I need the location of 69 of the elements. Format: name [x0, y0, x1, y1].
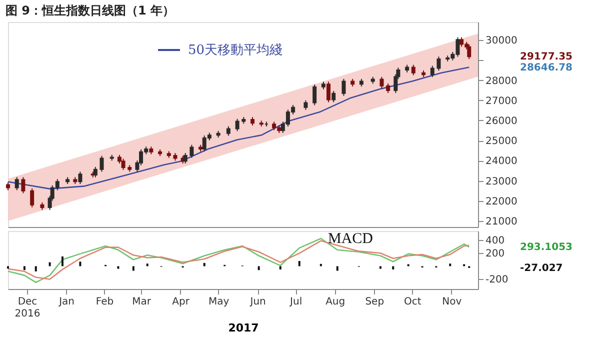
bar — [298, 260, 300, 266]
y-tick-label: 400 — [486, 236, 505, 247]
bar — [379, 266, 382, 269]
x-tick-label: Jun — [249, 296, 266, 308]
candlestick — [386, 83, 390, 94]
bar — [258, 266, 260, 270]
candlestick — [304, 100, 308, 110]
candlestick — [467, 44, 472, 60]
x-tick-label: Mar — [132, 296, 152, 308]
y-tick-label: 21000 — [486, 216, 518, 228]
candlestick — [342, 78, 346, 96]
bar — [132, 266, 134, 271]
x-tick-label: Sep — [365, 296, 384, 308]
bar — [23, 266, 26, 270]
y-tick-label: -200 — [486, 274, 508, 286]
bar — [79, 262, 82, 266]
bar — [48, 262, 51, 266]
legend-label: 50天移動平均綫 — [188, 43, 283, 58]
candlestick — [436, 56, 441, 72]
text: 28646.78 — [520, 62, 573, 74]
candlestick — [121, 158, 126, 170]
y-tick-label: 24000 — [486, 156, 518, 168]
x-tick-label: Nov — [442, 296, 462, 308]
y-tick-label: 30000 — [486, 36, 518, 47]
candlestick — [312, 84, 317, 106]
x-tick-label: Jan — [58, 296, 74, 308]
y-tick-label: 27000 — [486, 96, 518, 107]
bar — [117, 266, 120, 269]
candlestick — [235, 118, 240, 132]
y-tick-label: 23000 — [486, 176, 518, 188]
candlestick — [380, 76, 384, 89]
chart-title: MACD — [328, 231, 374, 247]
candlestick — [100, 155, 104, 172]
x-tick-label: Dec 2016 — [14, 296, 40, 320]
bar — [7, 266, 9, 269]
chart-title: 图 9：恒生指数日线图（1 年） — [6, 4, 175, 18]
y-tick-label: 26000 — [486, 116, 518, 127]
y-tick-label: 200 — [486, 248, 505, 260]
bar — [336, 266, 338, 271]
x-tick-label: Aug — [326, 296, 346, 308]
candlestick — [332, 90, 336, 103]
bar — [34, 266, 37, 272]
candlestick — [30, 188, 34, 208]
bar — [279, 266, 282, 270]
y-tick-label: 28000 — [486, 76, 518, 87]
x-tick-label: Oct — [404, 296, 422, 308]
candlestick — [326, 81, 331, 103]
bar — [61, 256, 64, 266]
x-tick-label: Jul — [289, 296, 302, 308]
text: 293.1053 — [520, 242, 573, 254]
candlestick — [14, 176, 19, 191]
x-tick-label: Feb — [96, 296, 114, 308]
candlestick — [78, 171, 82, 184]
text: -27.027 — [520, 262, 563, 274]
bar — [203, 262, 206, 266]
candlestick — [430, 65, 434, 78]
bar — [146, 264, 148, 266]
candlestick — [411, 64, 416, 76]
x-axis-title: 2017 — [228, 322, 259, 334]
candlestick — [226, 126, 230, 136]
text: 29177.35 — [520, 52, 573, 63]
bar — [449, 264, 452, 266]
y-tick-label: 22000 — [486, 196, 518, 208]
candlestick — [190, 144, 194, 158]
y-tick-label: 25000 — [486, 136, 518, 148]
x-tick-label: May — [208, 296, 230, 308]
x-tick-label: Apr — [172, 296, 190, 308]
bar — [392, 266, 394, 270]
candlestick — [21, 176, 26, 194]
